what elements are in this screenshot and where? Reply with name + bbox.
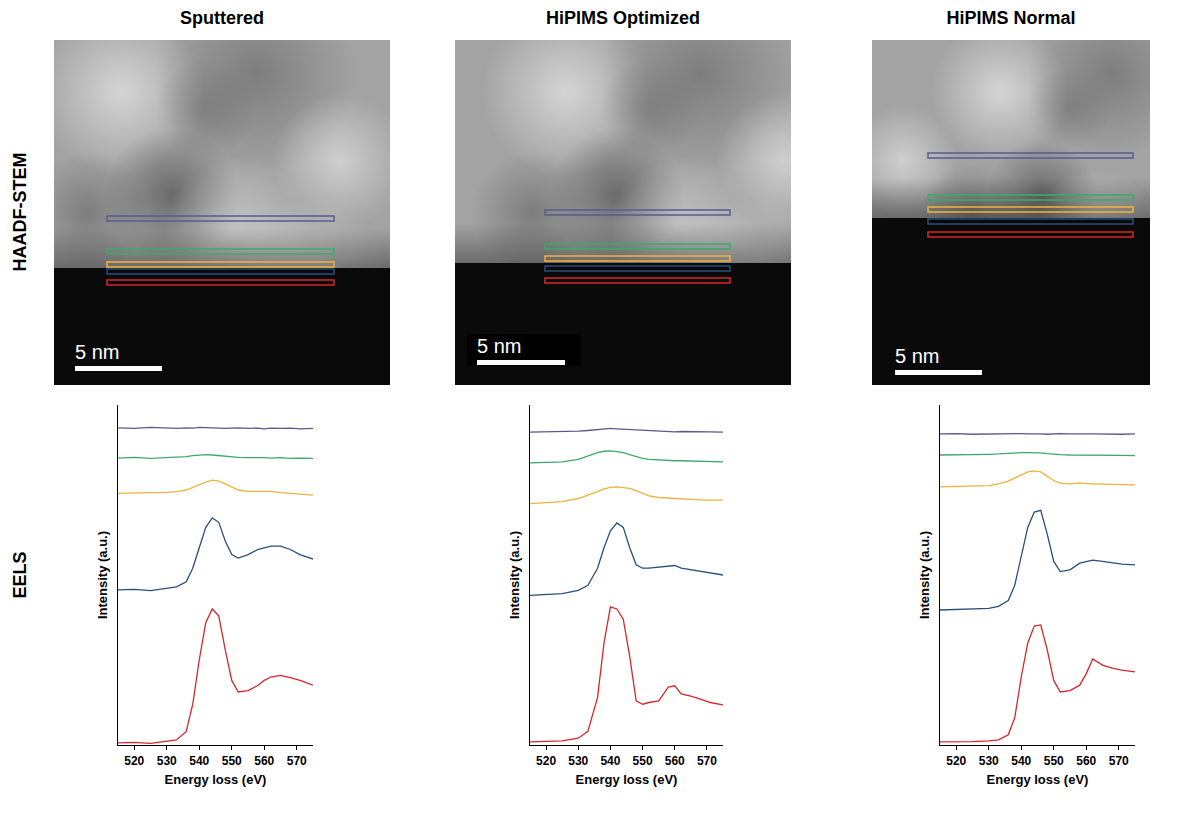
svg-text:Energy loss (eV): Energy loss (eV) bbox=[576, 772, 678, 787]
svg-text:540: 540 bbox=[600, 754, 620, 768]
svg-text:530: 530 bbox=[568, 754, 588, 768]
svg-text:5 nm: 5 nm bbox=[75, 341, 119, 363]
html-text:HiPIMS Optimized: HiPIMS Optimized bbox=[546, 8, 700, 28]
svg-text:520: 520 bbox=[124, 754, 144, 768]
svg-text:540: 540 bbox=[1011, 754, 1031, 768]
svg-text:570: 570 bbox=[697, 754, 717, 768]
svg-text:540: 540 bbox=[189, 754, 209, 768]
svg-text:Intensity (a.u.): Intensity (a.u.) bbox=[95, 531, 110, 619]
svg-text:5 nm: 5 nm bbox=[895, 345, 939, 367]
svg-text:520: 520 bbox=[946, 754, 966, 768]
svg-text:560: 560 bbox=[254, 754, 274, 768]
html-text:HAADF-STEM: HAADF-STEM bbox=[9, 152, 30, 272]
svg-text:570: 570 bbox=[287, 754, 307, 768]
svg-text:560: 560 bbox=[665, 754, 685, 768]
svg-text:Intensity (a.u.): Intensity (a.u.) bbox=[917, 531, 932, 619]
svg-text:560: 560 bbox=[1076, 754, 1096, 768]
html-text:EELS: EELS bbox=[9, 551, 30, 599]
svg-text:Intensity (a.u.): Intensity (a.u.) bbox=[507, 531, 522, 619]
svg-text:550: 550 bbox=[1044, 754, 1064, 768]
svg-text:Energy loss (eV): Energy loss (eV) bbox=[987, 772, 1089, 787]
svg-text:520: 520 bbox=[536, 754, 556, 768]
svg-text:530: 530 bbox=[979, 754, 999, 768]
svg-text:550: 550 bbox=[222, 754, 242, 768]
svg-text:Energy loss (eV): Energy loss (eV) bbox=[165, 772, 267, 787]
html-text:Sputtered: Sputtered bbox=[180, 8, 264, 28]
svg-text:530: 530 bbox=[157, 754, 177, 768]
html-text:HiPIMS Normal: HiPIMS Normal bbox=[946, 8, 1076, 28]
svg-text:5 nm: 5 nm bbox=[477, 335, 521, 357]
svg-text:550: 550 bbox=[633, 754, 653, 768]
svg-text:570: 570 bbox=[1109, 754, 1129, 768]
